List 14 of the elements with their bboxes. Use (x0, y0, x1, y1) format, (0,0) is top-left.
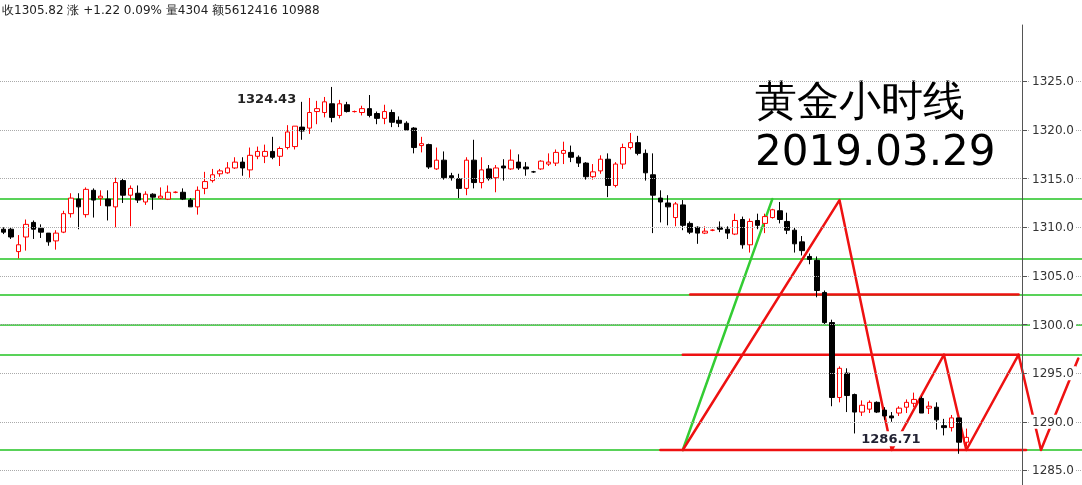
y-tick-label: 1310.0 (1032, 220, 1074, 235)
y-tick-label: 1300.0 (1032, 317, 1074, 332)
y-tick-label: 1315.0 (1032, 171, 1074, 186)
annotation: 1324.43 (237, 91, 297, 106)
annotation: 1286.71 (861, 431, 921, 447)
text: 黄金小时线 (755, 75, 965, 125)
text: 收1305.82 涨 +1.22 0.09% 量4304 额5612416 10988 (2, 3, 320, 17)
y-tick-label: 1290.0 (1032, 414, 1074, 429)
y-tick-label: 1320.0 (1032, 123, 1074, 138)
y-tick-label: 1305.0 (1032, 268, 1074, 283)
y-tick-label: 1285.0 (1032, 463, 1074, 478)
text: 2019.03.29 (755, 125, 996, 175)
y-tick-label: 1295.0 (1032, 366, 1074, 381)
y-tick-label: 1325.0 (1032, 74, 1074, 89)
